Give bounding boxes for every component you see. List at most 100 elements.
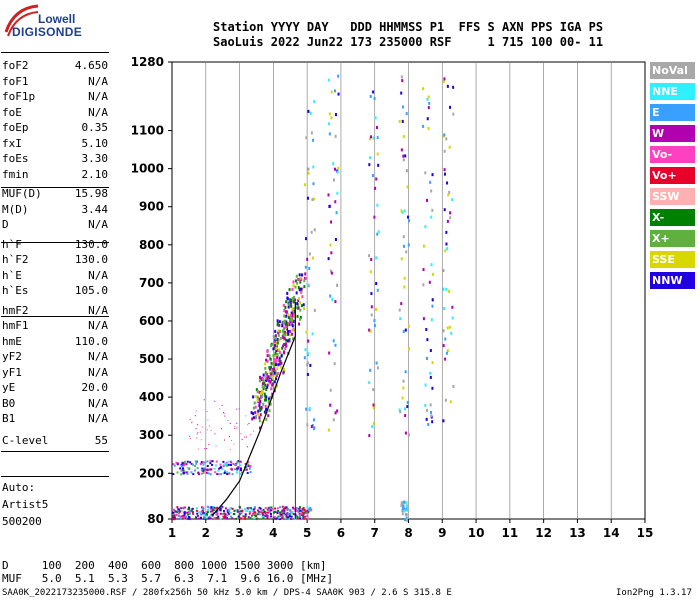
echo-point (291, 307, 294, 311)
echo-point (293, 295, 296, 299)
echo-point (402, 235, 405, 239)
echo-point (253, 511, 256, 514)
echo-point (272, 516, 275, 519)
echo-point (266, 385, 269, 389)
echo-point (370, 292, 373, 296)
echo-point (289, 518, 292, 521)
echo-point (407, 433, 410, 437)
echo-point (375, 361, 378, 365)
echo-point (276, 341, 279, 345)
echo-point (224, 515, 227, 518)
param-row: hmE 110.0 (2, 335, 108, 349)
echo-point (289, 515, 292, 518)
echo-point (222, 515, 225, 518)
param-name: C-level (2, 433, 49, 447)
echo-point (200, 513, 203, 516)
echo-point (258, 419, 261, 423)
echo-point (297, 508, 300, 511)
echo-point (291, 511, 294, 514)
echo-point (265, 514, 268, 517)
echo-point (446, 181, 449, 185)
echo-point (425, 417, 428, 421)
echo-point (232, 463, 235, 466)
echo-point (200, 439, 202, 441)
muf-table-distance: D 100 200 400 600 800 1000 1500 3000 [km… (2, 559, 327, 572)
echo-point (270, 372, 273, 376)
echo-point (305, 330, 308, 334)
echo-point (273, 341, 276, 345)
echo-point (281, 509, 284, 512)
scaler-label: Auto: (2, 481, 36, 494)
param-row: yE 20.0 (2, 381, 108, 395)
echo-point (266, 508, 269, 511)
echo-point (265, 417, 268, 421)
echo-point (264, 511, 267, 514)
echo-point (195, 428, 197, 430)
echo-point (277, 331, 280, 335)
echo-point (288, 339, 291, 343)
echo-point (400, 302, 403, 306)
echo-point (211, 514, 214, 517)
echo-point (328, 204, 331, 208)
echo-point (194, 460, 197, 463)
echo-point (220, 428, 222, 430)
echo-point (432, 272, 435, 276)
echo-point (238, 513, 241, 516)
echo-point (292, 307, 295, 311)
echo-point (219, 512, 222, 515)
echo-point (239, 469, 242, 472)
echo-point (298, 322, 301, 326)
echo-point (237, 515, 240, 518)
echo-point (290, 515, 293, 518)
echo-point (256, 517, 259, 520)
echo-point (399, 410, 402, 414)
echo-point (239, 472, 242, 475)
echo-point (308, 266, 311, 270)
param-name: MUF(D) (2, 187, 42, 200)
echo-point (210, 506, 213, 509)
echo-point (304, 276, 307, 280)
echo-point (264, 366, 267, 370)
echo-point (408, 347, 411, 351)
echo-point (225, 461, 228, 464)
echo-point (444, 357, 447, 361)
echo-point (176, 511, 179, 514)
echo-point (206, 505, 209, 508)
echo-point (257, 510, 260, 513)
echo-point (286, 507, 289, 510)
echo-point (239, 433, 241, 435)
echo-point (182, 467, 185, 470)
echo-point (312, 165, 315, 169)
echo-point (229, 460, 232, 463)
echo-point (298, 515, 301, 518)
echo-point (422, 268, 425, 272)
echo-point (372, 136, 375, 140)
echo-point (310, 131, 313, 135)
echo-point (261, 512, 264, 515)
echo-point (400, 148, 403, 152)
echo-point (306, 351, 309, 355)
echo-point (258, 426, 261, 430)
echo-point (431, 304, 434, 308)
echo-point (258, 397, 261, 401)
echo-point (238, 408, 240, 410)
echo-point (237, 460, 240, 463)
echo-point (405, 169, 408, 173)
echo-point (369, 329, 372, 333)
echo-point (426, 408, 429, 412)
echo-point (239, 509, 242, 512)
echo-point (183, 471, 186, 474)
echo-point (275, 339, 278, 343)
echo-point (239, 464, 242, 467)
echo-point (296, 302, 299, 306)
echo-point (298, 278, 301, 282)
param-row: fmin 2.10 (2, 168, 108, 182)
echo-point (214, 471, 217, 474)
echo-point (406, 185, 409, 189)
echo-point (424, 403, 427, 407)
echo-point (273, 371, 276, 375)
echo-point (269, 402, 272, 406)
echo-point (301, 508, 304, 511)
echo-point (292, 512, 295, 515)
echo-point (431, 298, 434, 302)
